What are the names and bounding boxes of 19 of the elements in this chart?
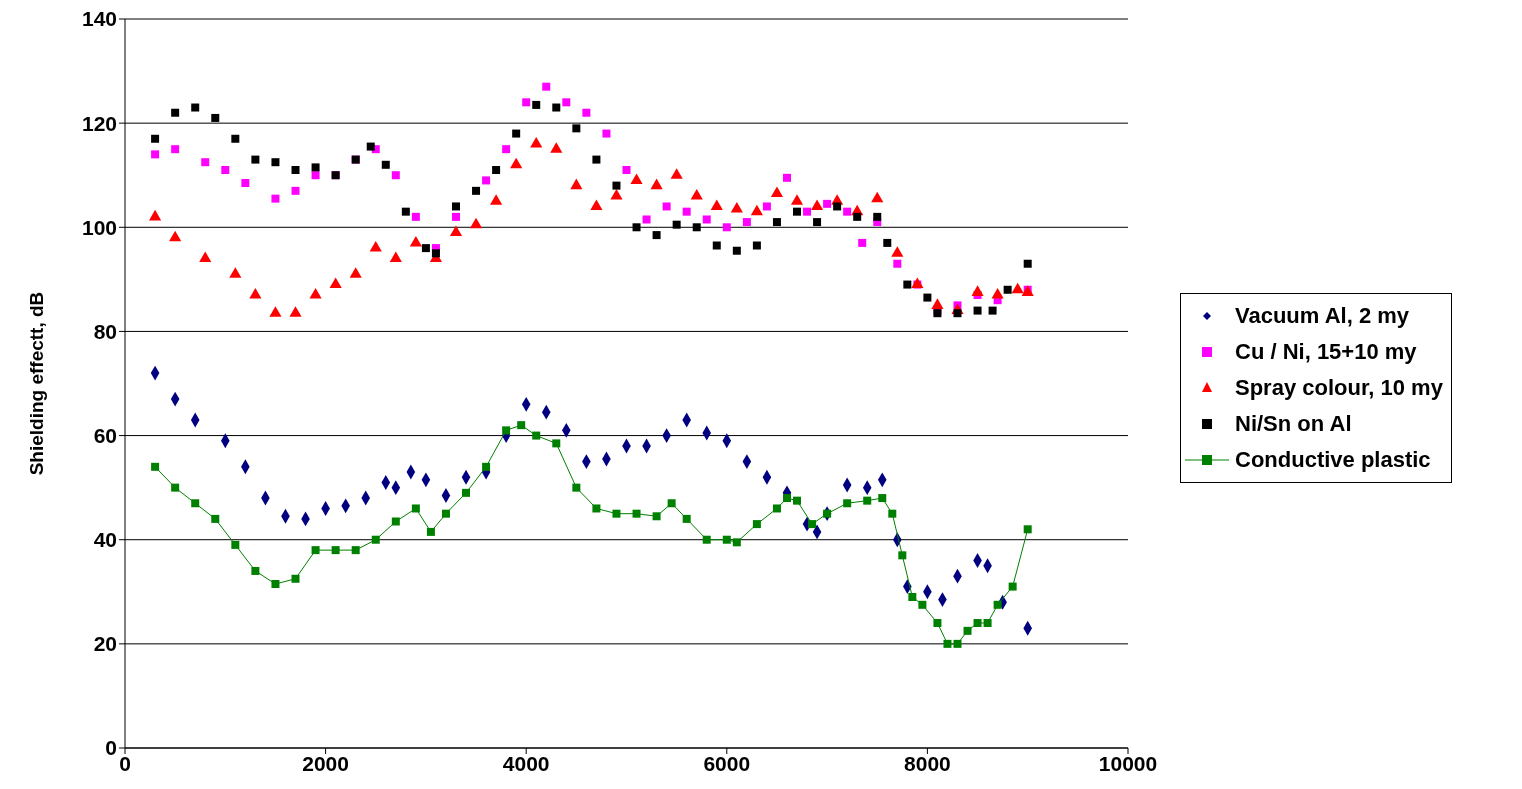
legend-label: Spray colour, 10 my — [1235, 375, 1443, 401]
x-tick-label: 4000 — [502, 751, 550, 775]
y-tick-label: 20 — [93, 632, 117, 656]
x-tick-label: 8000 — [904, 751, 951, 775]
y-axis-title: Shielding effectt, dB — [25, 291, 47, 476]
y-tick-label: 0 — [105, 736, 117, 760]
legend-label: Cu / Ni, 15+10 my — [1235, 339, 1417, 365]
x-tick-label: 6000 — [703, 751, 751, 775]
y-tick-label: 60 — [93, 424, 117, 448]
y-tick-label: 40 — [93, 528, 117, 552]
x-tick-label: 2000 — [302, 751, 349, 775]
legend-label: Conductive plastic — [1235, 447, 1431, 473]
legend-label: Ni/Sn on Al — [1235, 411, 1352, 437]
legend-label: Vacuum Al, 2 my — [1235, 303, 1410, 329]
y-tick-label: 80 — [93, 319, 117, 343]
y-tick-label: 140 — [81, 7, 117, 31]
x-tick-label: 10000 — [1098, 751, 1158, 775]
y-tick-label: 100 — [81, 215, 117, 239]
y-tick-label: 120 — [81, 111, 117, 135]
